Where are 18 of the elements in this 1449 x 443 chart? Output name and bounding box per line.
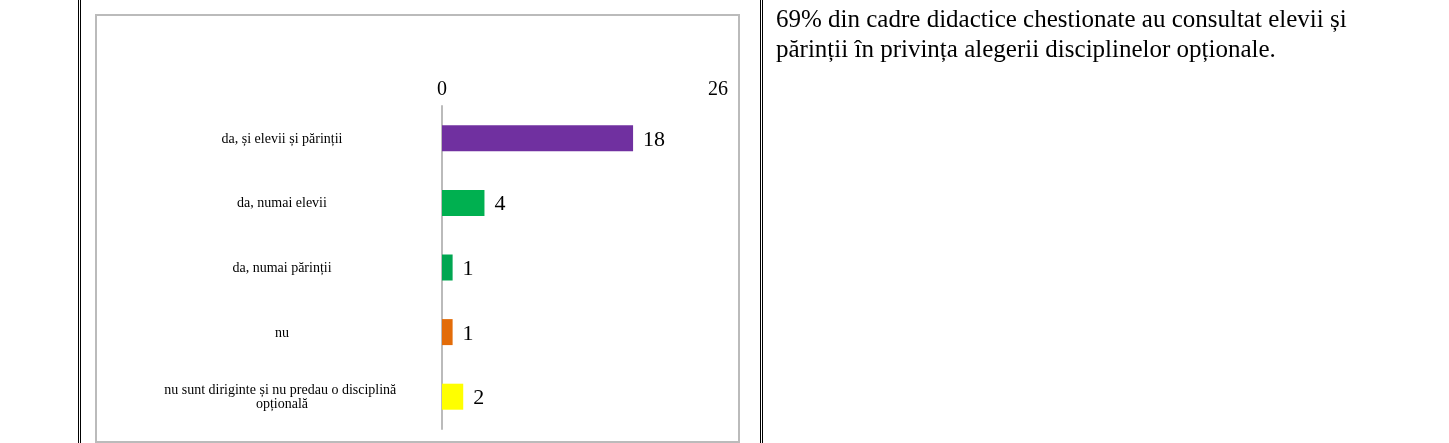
data-label: 1 [462,319,474,345]
x-tick-label: 26 [708,77,728,99]
y-tick-label: nu sunt diriginte și nu predau o disciplină opțională [164,382,400,413]
y-tick-label: da, și elevii și părinții [221,130,343,147]
data-label: 4 [494,190,506,216]
bar [442,319,453,346]
data-label: 2 [473,384,485,410]
y-tick-label: nu [275,324,289,340]
data-label: 18 [643,125,666,151]
x-tick-label: 0 [437,77,447,99]
y-tick-label: da, numai părinții [232,260,332,276]
data-label: 1 [462,255,474,280]
bar [442,189,485,216]
y-tick-label: da, numai elevii [237,195,328,211]
bar [442,254,453,281]
text: 69% din cadre didactice chestionate au consultat elevii și părinții în privința alegerii disciplinelor opționale. [776,4,1348,64]
bar [442,125,634,152]
bar [442,383,464,410]
